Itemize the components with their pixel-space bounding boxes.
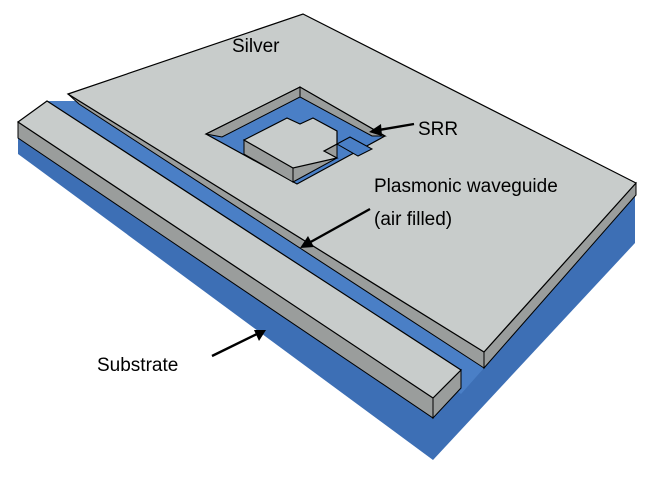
waveguide-label-line1: Plasmonic waveguide bbox=[374, 176, 558, 197]
srr-structure bbox=[204, 86, 387, 185]
annotation-arrows bbox=[211, 122, 415, 358]
substrate-arrowhead bbox=[254, 330, 266, 341]
silver-left-rail bbox=[16, 100, 462, 420]
waveguide-arrowhead bbox=[300, 236, 314, 248]
srr-arrowhead bbox=[369, 124, 382, 136]
waveguide-arrow-line bbox=[306, 207, 371, 246]
srr-ring-gap bbox=[335, 136, 374, 157]
silver-plate-top bbox=[66, 13, 637, 353]
waveguide-label-line2: (air filled) bbox=[374, 209, 453, 230]
silver-label: Silver bbox=[232, 36, 280, 57]
srr-label: SRR bbox=[418, 119, 459, 140]
silver-main-plate bbox=[66, 13, 637, 370]
silver-rail-top bbox=[16, 100, 462, 399]
substrate-label: Substrate bbox=[97, 355, 179, 376]
substrate-arrow-line bbox=[211, 331, 260, 358]
substrate-right-side bbox=[433, 192, 635, 460]
